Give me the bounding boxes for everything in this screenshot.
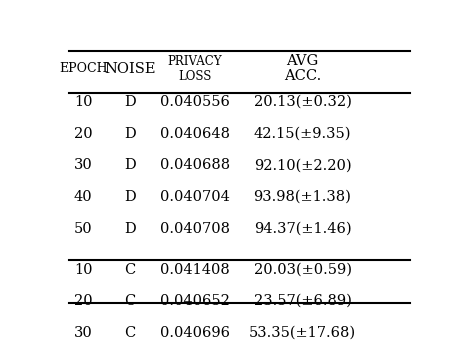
Text: 0.040688: 0.040688 — [159, 158, 229, 172]
Text: 30: 30 — [74, 158, 92, 172]
Text: D: D — [124, 127, 136, 141]
Text: 20: 20 — [74, 127, 92, 141]
Text: EPOCH: EPOCH — [59, 62, 107, 75]
Text: 40: 40 — [74, 190, 92, 204]
Text: 10: 10 — [74, 95, 92, 109]
Text: 0.040648: 0.040648 — [159, 127, 229, 141]
Text: AVG: AVG — [286, 54, 318, 68]
Text: D: D — [124, 158, 136, 172]
Text: D: D — [124, 190, 136, 204]
Text: C: C — [124, 262, 135, 277]
Text: 94.37(±1.46): 94.37(±1.46) — [253, 222, 350, 236]
Text: 0.040704: 0.040704 — [159, 190, 229, 204]
Text: 23.57(±6.89): 23.57(±6.89) — [253, 294, 350, 308]
Text: 20.13(±0.32): 20.13(±0.32) — [253, 95, 350, 109]
Text: 0.040556: 0.040556 — [159, 95, 229, 109]
Text: C: C — [124, 326, 135, 340]
Text: C: C — [124, 294, 135, 308]
Text: NOISE: NOISE — [104, 62, 155, 76]
Text: LOSS: LOSS — [178, 70, 211, 82]
Text: 10: 10 — [74, 262, 92, 277]
Text: D: D — [124, 95, 136, 109]
Text: 42.15(±9.35): 42.15(±9.35) — [253, 127, 350, 141]
Text: 50: 50 — [74, 222, 92, 236]
Text: 53.35(±17.68): 53.35(±17.68) — [249, 326, 355, 340]
Text: 20: 20 — [74, 294, 92, 308]
Text: 30: 30 — [74, 326, 92, 340]
Text: ACC.: ACC. — [283, 69, 320, 83]
Text: 93.98(±1.38): 93.98(±1.38) — [253, 190, 350, 204]
Text: 20.03(±0.59): 20.03(±0.59) — [253, 262, 351, 277]
Text: D: D — [124, 222, 136, 236]
Text: 92.10(±2.20): 92.10(±2.20) — [253, 158, 350, 172]
Text: 0.040708: 0.040708 — [159, 222, 229, 236]
Text: 0.041408: 0.041408 — [159, 262, 229, 277]
Text: 0.040696: 0.040696 — [159, 326, 229, 340]
Text: PRIVACY: PRIVACY — [167, 55, 221, 68]
Text: 0.040652: 0.040652 — [159, 294, 229, 308]
